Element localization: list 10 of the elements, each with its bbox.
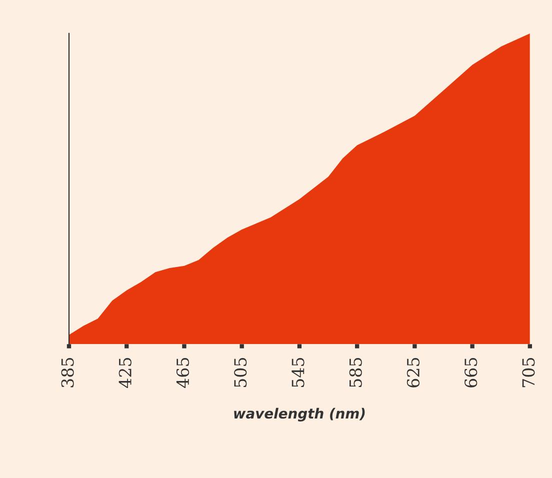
x-tick-label: 665: [464, 358, 478, 388]
x-tick-label: 585: [349, 358, 362, 388]
x-tick-label: 705: [522, 358, 535, 388]
x-tick-label: 545: [292, 358, 304, 388]
x-tick-label: 505: [234, 358, 247, 388]
x-tick-label: 465: [176, 358, 190, 388]
x-tick-label: 625: [406, 358, 420, 388]
x-tick-label: 385: [61, 358, 74, 388]
x-axis-title: wavelength (nm): [234, 408, 365, 422]
x-tick-label: 425: [118, 358, 132, 388]
